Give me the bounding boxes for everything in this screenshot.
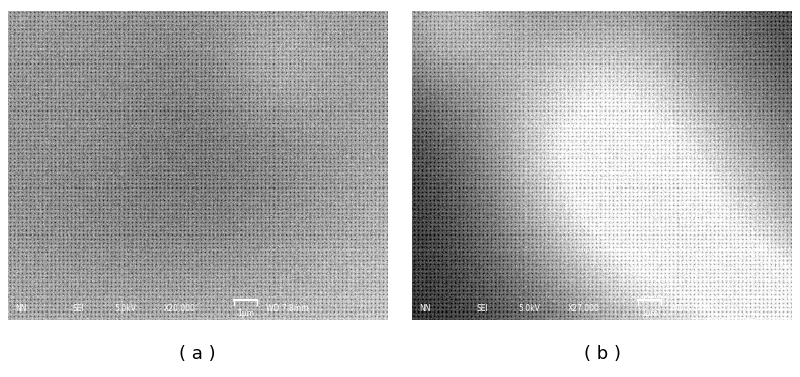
Text: ( b ): ( b ): [584, 345, 621, 363]
Text: ( a ): ( a ): [179, 345, 216, 363]
